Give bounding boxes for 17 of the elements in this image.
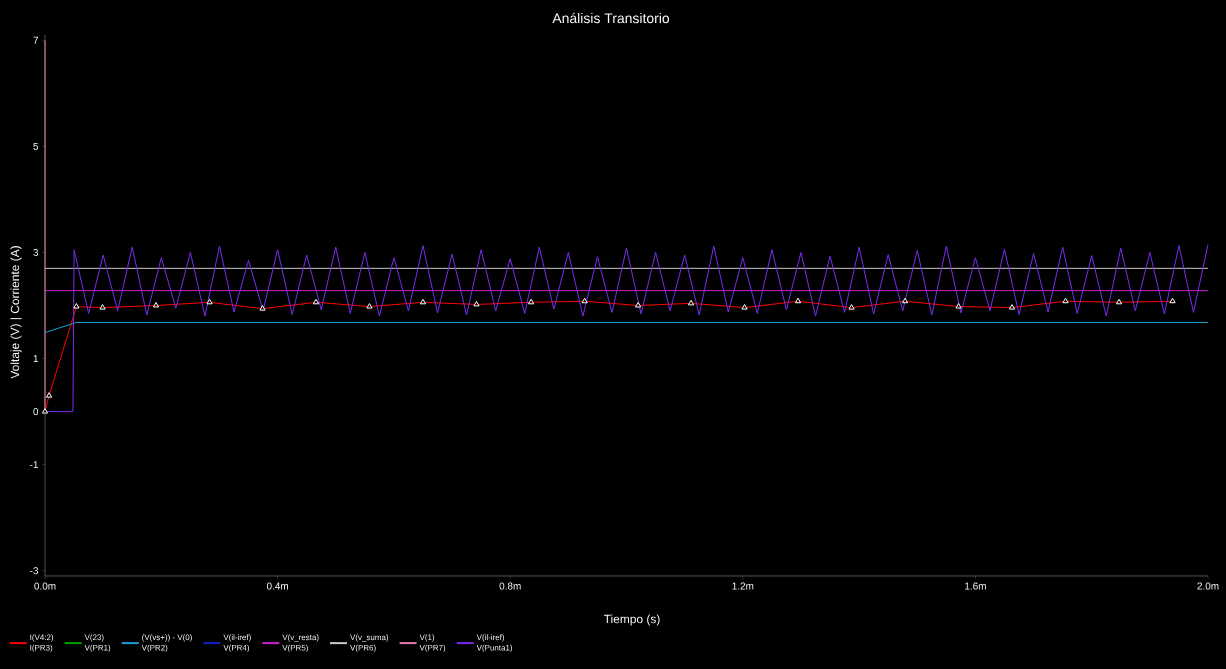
y-tick-label: 0 xyxy=(33,408,39,416)
x-tick-label: 0.0m xyxy=(34,582,56,590)
y-tick-label: 5 xyxy=(33,142,39,150)
x-tick-label: 1.6m xyxy=(965,582,986,590)
x-tick-label: 0.4m xyxy=(266,582,289,590)
line-series xyxy=(44,243,1209,413)
x-axis-title: Tiempo (s) xyxy=(603,614,660,626)
y-tick-label: 7 xyxy=(33,36,38,44)
y-tick-label: 1 xyxy=(33,355,39,362)
y-tick-label: -1 xyxy=(30,461,39,469)
x-tick-label: 2.0m xyxy=(1197,582,1219,590)
y-tick-label: 3 xyxy=(33,248,39,256)
chart-title: Análisis Transitorio xyxy=(552,12,670,24)
y-axis-title: Voltaje (V) | Corriente (A) xyxy=(10,246,22,379)
x-tick-label: 1.2m xyxy=(732,582,754,590)
x-tick-label: 0.8m xyxy=(499,582,521,590)
y-tick-label: -3 xyxy=(30,567,39,575)
